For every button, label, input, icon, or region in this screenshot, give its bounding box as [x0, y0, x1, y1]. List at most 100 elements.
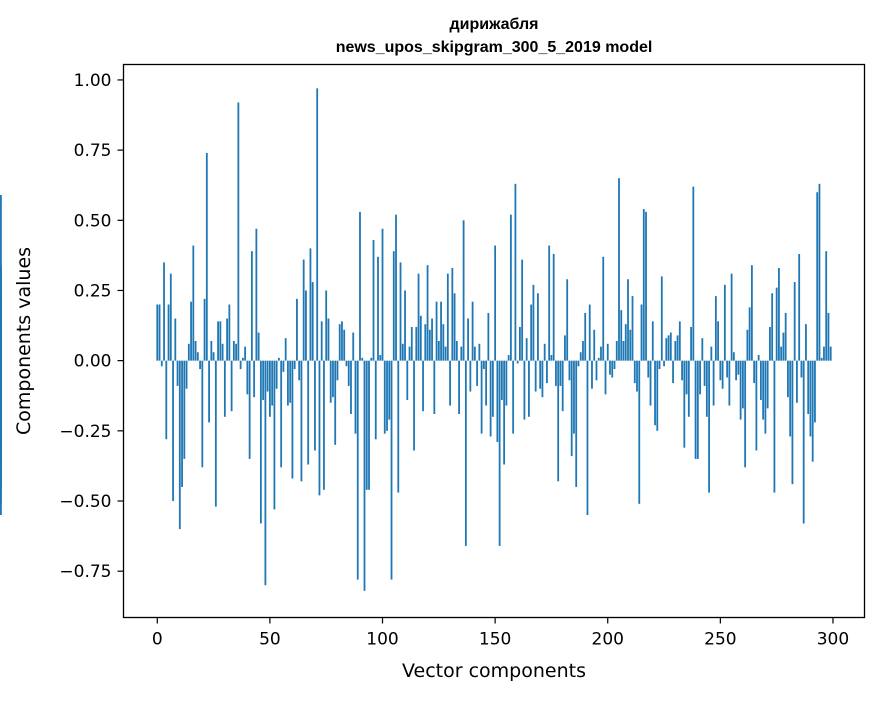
bar: [559, 360, 562, 386]
bar: [708, 360, 710, 493]
x-tick-label: 250: [704, 630, 736, 650]
bar: [494, 245, 497, 361]
bar: [241, 357, 244, 361]
bar: [512, 360, 515, 434]
bar: [298, 360, 301, 381]
bar: [174, 318, 177, 361]
bar: [160, 360, 163, 367]
bar: [692, 186, 695, 361]
bar: [293, 360, 296, 370]
bar: [212, 352, 215, 361]
bar: [239, 360, 242, 370]
bar: [570, 360, 573, 457]
bar: [246, 360, 249, 395]
bar: [566, 279, 569, 361]
bar: [444, 346, 447, 361]
bar: [169, 273, 172, 361]
bar: [345, 360, 348, 367]
bar: [460, 346, 463, 361]
bar: [282, 360, 285, 372]
bar: [419, 315, 422, 361]
bar: [377, 256, 379, 361]
bar: [435, 301, 438, 361]
bar: [401, 343, 404, 361]
bar: [478, 343, 481, 361]
bar: [219, 321, 222, 361]
bar: [753, 360, 756, 384]
bar: [732, 352, 735, 361]
x-tick-label: 300: [817, 630, 849, 650]
bar: [703, 360, 706, 386]
bar: [410, 326, 413, 361]
bar: [816, 192, 819, 361]
bar: [721, 360, 724, 389]
bar: [347, 360, 350, 386]
bar: [778, 268, 780, 361]
bar: [165, 360, 168, 440]
bar: [631, 296, 634, 361]
bar: [404, 290, 406, 361]
bar: [685, 360, 688, 395]
bar: [602, 256, 605, 361]
bar: [379, 355, 382, 361]
bar: [203, 298, 206, 361]
bar: [561, 360, 564, 412]
bar: [505, 360, 508, 406]
bar: [228, 304, 231, 361]
bar: [805, 324, 807, 361]
bar: [417, 273, 420, 361]
bar: [809, 360, 812, 437]
bar: [645, 211, 647, 361]
bar: [199, 360, 201, 370]
bar: [764, 360, 767, 434]
bar: [719, 360, 722, 381]
bar: [462, 220, 465, 361]
bar: [278, 357, 280, 361]
bar: [757, 355, 760, 361]
bar: [573, 360, 575, 434]
y-tick-label: 0.25: [74, 281, 112, 301]
bar: [667, 335, 670, 361]
bar: [642, 209, 645, 361]
bar: [780, 346, 783, 361]
bar: [600, 346, 602, 361]
bar: [606, 343, 609, 361]
y-tick-label: −0.75: [59, 562, 111, 582]
bar: [575, 360, 578, 487]
bar: [0, 318, 2, 361]
bar: [437, 341, 440, 361]
bar: [766, 360, 769, 409]
bar: [814, 360, 816, 423]
bar: [464, 360, 467, 546]
bar: [820, 357, 823, 361]
bar: [636, 360, 638, 392]
bar: [271, 360, 274, 406]
x-tick-label: 150: [479, 630, 511, 650]
bar: [354, 360, 357, 434]
bar: [350, 360, 352, 414]
bar: [750, 265, 753, 361]
bar: [739, 360, 742, 420]
bar: [712, 360, 715, 406]
plot-frame: [122, 63, 866, 619]
bar: [190, 301, 192, 361]
bar: [519, 326, 521, 361]
bar: [618, 178, 620, 361]
bar: [451, 268, 454, 361]
bar: [185, 360, 188, 389]
bar: [208, 360, 210, 423]
bar: [287, 360, 289, 406]
bar: [424, 324, 427, 361]
bar: [318, 360, 321, 496]
bar: [525, 338, 528, 361]
bar: [334, 360, 337, 445]
bar: [532, 284, 535, 361]
bar: [232, 341, 235, 361]
bar: [730, 273, 733, 361]
bar: [539, 360, 542, 389]
bar: [343, 329, 346, 361]
bar: [748, 307, 751, 361]
bar: [696, 360, 699, 459]
bar: [624, 324, 627, 361]
